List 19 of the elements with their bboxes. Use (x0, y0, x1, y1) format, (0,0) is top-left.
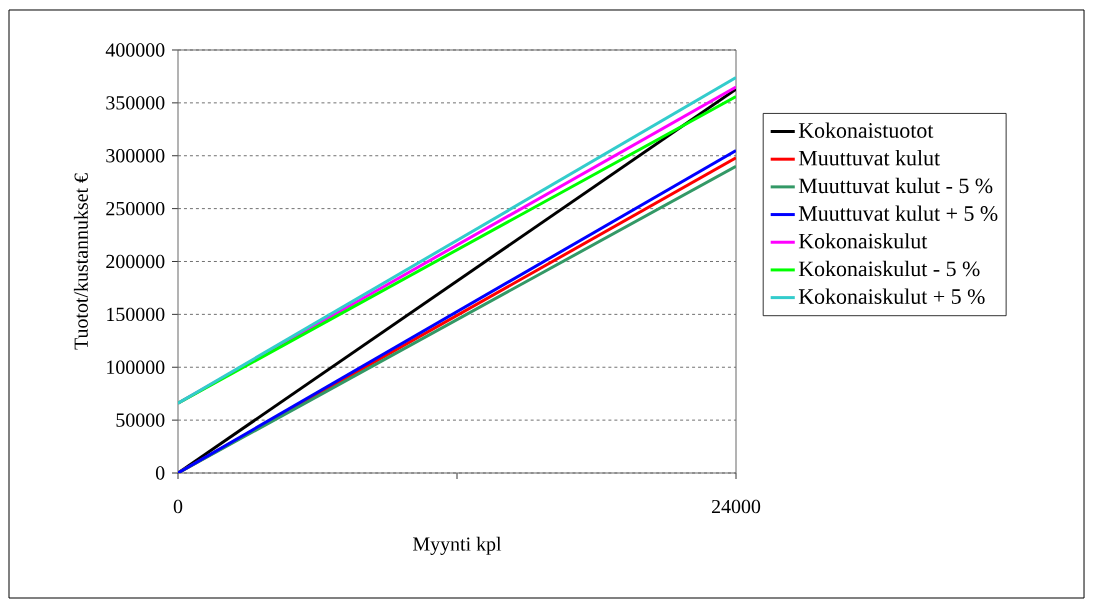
y-tick-label: 250000 (106, 201, 165, 216)
y-tick-label: 100000 (107, 360, 165, 374)
legend-label: Kokonaistuotot (798, 122, 934, 138)
x-tick-label: 24000 (711, 499, 761, 514)
legend-label: Kokonaiskulut + 5 % (798, 288, 985, 304)
y-tick-label: 200000 (106, 254, 165, 269)
y-tick-label: 400000 (105, 43, 165, 57)
y-tick-label: 0 (155, 466, 165, 480)
y-tick-label: 150000 (107, 307, 165, 322)
legend-label: Kokonaiskulut (798, 233, 928, 249)
legend-label: Muuttuvat kulut + 5 % (798, 205, 998, 221)
y-tick-label: 300000 (106, 149, 165, 163)
legend-label: Muuttuvat kulut (798, 150, 941, 166)
y-tick-label: 350000 (106, 96, 165, 110)
x-axis-title: Myynti kpl (413, 536, 502, 555)
y-tick-label: 50000 (116, 413, 165, 427)
y-axis-title: Tuotot/kustannukset € (73, 173, 88, 350)
legend-label: Kokonaiskulut - 5 % (798, 260, 980, 277)
legend-label: Muuttuvat kulut - 5 % (798, 177, 993, 194)
